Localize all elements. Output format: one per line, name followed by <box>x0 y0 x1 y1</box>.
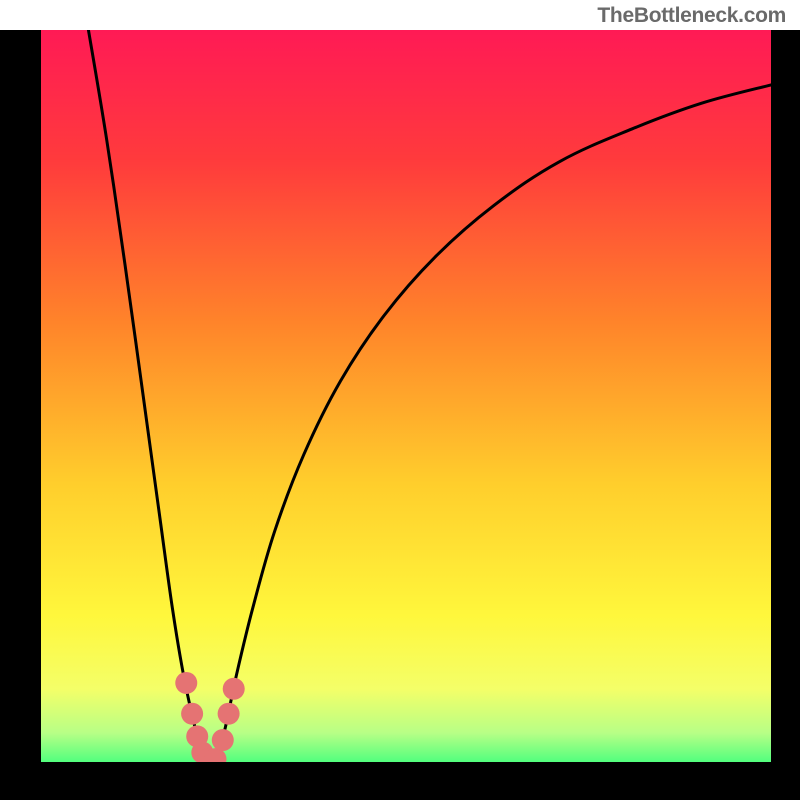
marker-dot <box>223 678 245 700</box>
marker-dot <box>218 703 240 725</box>
bottleneck-chart-svg <box>0 0 800 800</box>
chart-container: TheBottleneck.com <box>0 0 800 800</box>
marker-dot <box>175 672 197 694</box>
marker-dot <box>212 729 234 751</box>
plot-background <box>41 30 771 762</box>
marker-dot <box>181 703 203 725</box>
watermark-text: TheBottleneck.com <box>597 4 786 28</box>
